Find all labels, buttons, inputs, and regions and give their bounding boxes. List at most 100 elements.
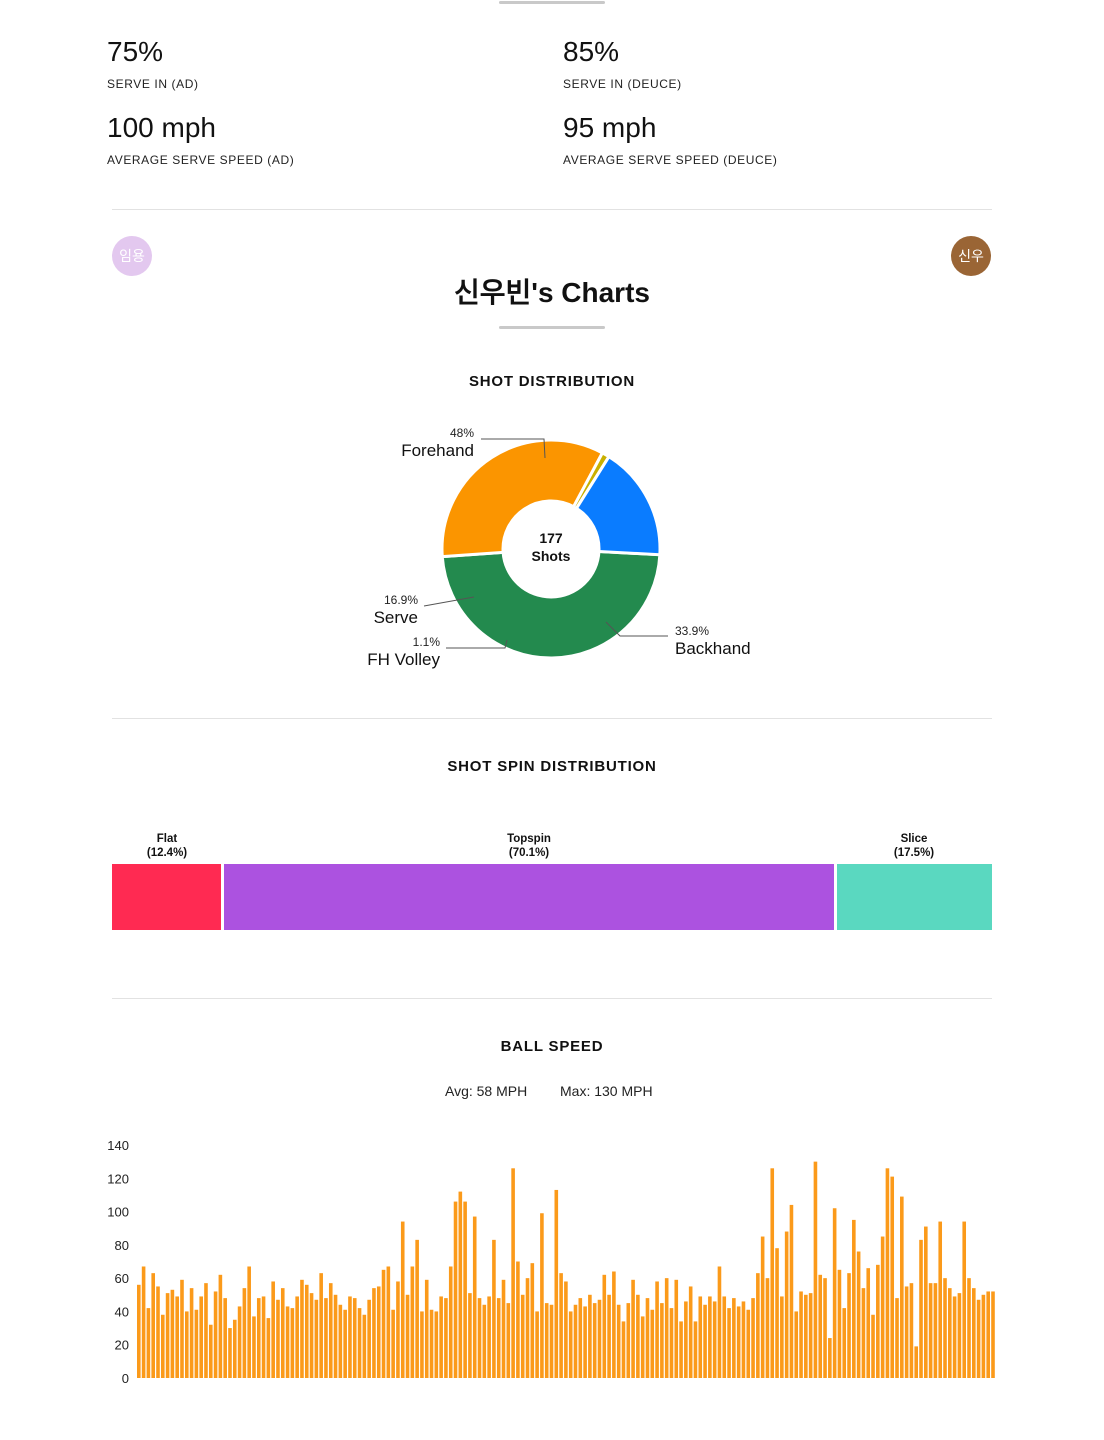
ball-speed-bar bbox=[496, 1298, 501, 1378]
ball-speed-bar bbox=[266, 1318, 271, 1378]
ball-speed-bar bbox=[818, 1274, 823, 1378]
serve-name-label: Serve bbox=[374, 608, 418, 627]
ball-speed-bar bbox=[549, 1304, 554, 1378]
ball-speed-bar bbox=[396, 1281, 400, 1378]
flat-spin-percent: (12.4%) bbox=[146, 847, 188, 859]
ball-speed-bar bbox=[933, 1283, 938, 1378]
ball-speed-bar bbox=[376, 1286, 381, 1378]
shot-distribution-donut-chart: 177 Shots 48% Forehand 33.9% Backhand 16… bbox=[367, 426, 750, 669]
ball-speed-bar bbox=[520, 1294, 525, 1378]
ball-speed-bar bbox=[909, 1283, 914, 1378]
backhand-percent-label: 33.9% bbox=[675, 624, 709, 638]
ball-speed-bar bbox=[943, 1278, 947, 1378]
ball-speed-bar bbox=[151, 1273, 155, 1378]
serve-in-ad-label: SERVE IN (AD) bbox=[107, 77, 199, 91]
forehand-leader-line bbox=[481, 438, 546, 459]
fh-volley-leader-line bbox=[446, 639, 508, 649]
ball-speed-bar bbox=[170, 1289, 175, 1378]
ball-speed-bar bbox=[343, 1309, 347, 1378]
ball-speed-bar bbox=[160, 1314, 165, 1378]
ball-speed-bar bbox=[189, 1288, 194, 1378]
ball-speed-bar bbox=[372, 1288, 376, 1378]
ball-speed-bar bbox=[352, 1298, 357, 1378]
slice-spin-percent: (17.5%) bbox=[893, 847, 935, 859]
y-axis-tick-label: 0 bbox=[122, 1371, 129, 1386]
ball-speed-bar bbox=[727, 1308, 731, 1378]
ball-speed-bar bbox=[165, 1293, 170, 1378]
topspin-spin-percent: (70.1%) bbox=[508, 847, 550, 859]
ball-speed-bar bbox=[655, 1281, 659, 1378]
ball-speed-bar bbox=[780, 1296, 784, 1378]
ball-speed-bar bbox=[386, 1266, 391, 1378]
ball-speed-bar bbox=[626, 1303, 631, 1378]
forehand-percent-label: 48% bbox=[450, 426, 474, 440]
ball-speed-bar bbox=[237, 1306, 242, 1378]
ball-speed-bar-chart: 0 20 40 60 80 100 120 140 bbox=[107, 1138, 995, 1386]
ball-speed-bar bbox=[746, 1309, 751, 1378]
ball-speed-bar bbox=[400, 1221, 405, 1378]
ball-speed-bar bbox=[348, 1296, 352, 1378]
ball-speed-bar bbox=[842, 1308, 847, 1378]
y-axis-tick-label: 100 bbox=[107, 1205, 129, 1220]
ball-speed-bar bbox=[304, 1284, 309, 1378]
ball-speed-bar bbox=[612, 1271, 616, 1378]
ball-speed-bar bbox=[732, 1298, 736, 1378]
ball-speed-bar bbox=[712, 1301, 717, 1378]
ball-speed-bar bbox=[588, 1294, 592, 1378]
ball-speed-bar bbox=[453, 1201, 458, 1378]
ball-speed-bar bbox=[280, 1288, 285, 1378]
ball-speed-bar bbox=[852, 1219, 856, 1378]
ball-speed-bar bbox=[405, 1294, 410, 1378]
ball-speed-bar bbox=[904, 1286, 909, 1378]
forehand-name-label: Forehand bbox=[401, 441, 474, 460]
ball-speed-bar bbox=[180, 1279, 184, 1378]
ball-speed-bar bbox=[314, 1299, 319, 1378]
ball-speed-bar bbox=[194, 1309, 199, 1378]
ball-speed-bar bbox=[540, 1213, 544, 1378]
ball-speed-bar bbox=[972, 1288, 976, 1378]
shot-distribution-title: SHOT DISTRIBUTION bbox=[468, 373, 636, 390]
ball-speed-bar bbox=[544, 1303, 549, 1378]
avatar-right-initials: 신우 bbox=[958, 248, 984, 264]
ball-speed-bar bbox=[804, 1294, 808, 1378]
ball-speed-bar bbox=[564, 1281, 568, 1378]
ball-speed-bar bbox=[261, 1296, 266, 1378]
slice-spin-segment bbox=[837, 864, 992, 930]
ball-speed-bar bbox=[458, 1191, 463, 1378]
shot-spin-distribution-title: SHOT SPIN DISTRIBUTION bbox=[447, 758, 657, 775]
ball-speed-bar bbox=[367, 1299, 371, 1378]
ball-speed-bar bbox=[856, 1251, 861, 1378]
ball-speed-bar bbox=[156, 1286, 160, 1378]
ball-speed-bar bbox=[434, 1311, 439, 1378]
ball-speed-bar bbox=[669, 1308, 674, 1378]
ball-speed-bar bbox=[847, 1273, 851, 1378]
ball-speed-bar bbox=[991, 1291, 995, 1378]
ball-speed-bar bbox=[228, 1328, 232, 1378]
donut-slice-serve bbox=[574, 454, 662, 557]
ball-speed-bar bbox=[722, 1296, 727, 1378]
ball-speed-max: Max: 130 MPH bbox=[560, 1083, 653, 1099]
flat-spin-label: Flat (12.4%) bbox=[147, 832, 187, 860]
ball-speed-bar bbox=[607, 1294, 611, 1378]
top-accent-line bbox=[499, 1, 605, 4]
donut-center-label: Shots bbox=[532, 548, 571, 564]
ball-speed-bar bbox=[309, 1293, 314, 1378]
ball-speed-bar bbox=[285, 1306, 290, 1378]
ball-speed-bar bbox=[554, 1189, 559, 1378]
ball-speed-bar bbox=[645, 1298, 650, 1378]
ball-speed-bar bbox=[756, 1273, 760, 1378]
avg-speed-ad-label: AVERAGE SERVE SPEED (AD) bbox=[107, 153, 295, 167]
slice-spin-label: Slice (17.5%) bbox=[894, 832, 934, 860]
ball-speed-bar bbox=[242, 1288, 247, 1378]
ball-speed-bar bbox=[362, 1314, 367, 1378]
title-underline bbox=[499, 326, 605, 329]
ball-speed-bar bbox=[981, 1294, 986, 1378]
avatar-right-player[interactable]: 신우 bbox=[951, 236, 991, 276]
ball-speed-bar bbox=[324, 1298, 328, 1378]
ball-speed-bar bbox=[650, 1309, 655, 1378]
ball-speed-bar bbox=[501, 1279, 506, 1378]
ball-speed-bar bbox=[252, 1316, 256, 1378]
ball-speed-bar bbox=[511, 1168, 515, 1378]
ball-speed-bar bbox=[276, 1299, 280, 1378]
avatar-left-player[interactable]: 임용 bbox=[112, 236, 152, 276]
